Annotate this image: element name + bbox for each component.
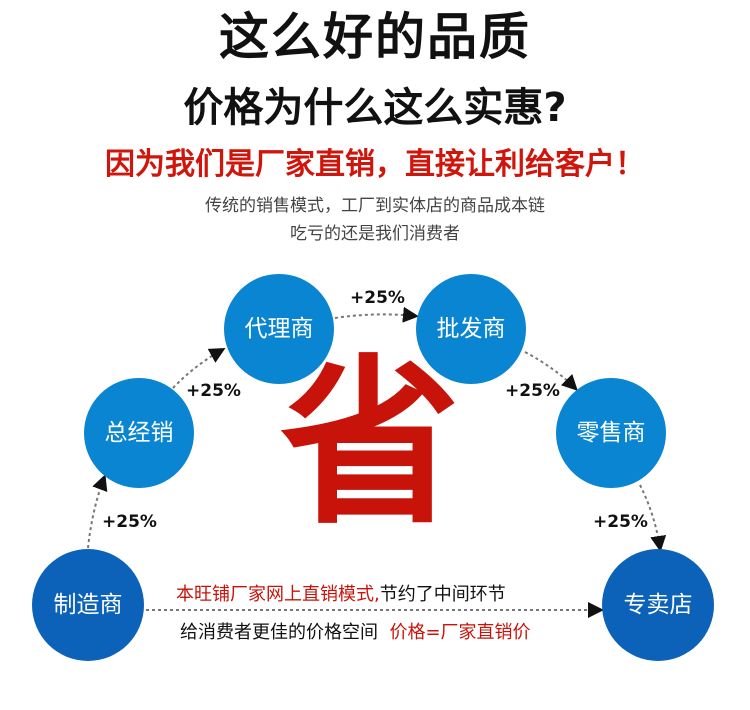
- node-agent: 代理商: [224, 274, 334, 384]
- bottom-line-1: 本旺铺厂家网上直销模式,节约了中间环节: [176, 586, 506, 604]
- headline: 这么好的品质: [219, 8, 531, 66]
- markup-label: +25%: [186, 381, 241, 401]
- tagline: 因为我们是厂家直销，直接让利给客户！: [105, 147, 645, 182]
- arrow: [334, 306, 419, 323]
- bottom-line-2: 给消费者更佳的价格空间 价格=厂家直销价: [180, 624, 531, 642]
- description-line-1: 传统的销售模式，工厂到实体店的商品成本链: [205, 196, 545, 216]
- subheadline: 价格为什么这么实惠?: [183, 85, 567, 131]
- markup-label: +25%: [350, 288, 405, 308]
- node-store: 专卖店: [602, 549, 714, 661]
- markup-label: +25%: [102, 512, 157, 532]
- description-line-2: 吃亏的还是我们消费者: [290, 224, 460, 244]
- node-wholesaler: 批发商: [416, 274, 526, 384]
- arrow: [639, 484, 667, 552]
- arrow: [172, 348, 226, 389]
- bottom-line-1-red: 本旺铺厂家网上直销模式,: [176, 584, 380, 605]
- bottom-line-2-black: 给消费者更佳的价格空间: [180, 622, 378, 643]
- node-retailer: 零售商: [556, 378, 666, 488]
- markup-label: +25%: [593, 512, 648, 532]
- save-big-character: 省: [280, 340, 461, 549]
- markup-label: +25%: [505, 381, 560, 401]
- node-manufacturer: 制造商: [32, 549, 144, 661]
- arrow: [87, 474, 108, 549]
- arrow: [524, 351, 578, 391]
- bottom-line-2-red: 价格=厂家直销价: [389, 622, 531, 643]
- bottom-line-1-black: 节约了中间环节: [379, 584, 506, 605]
- node-general-distributor: 总经销: [84, 378, 194, 488]
